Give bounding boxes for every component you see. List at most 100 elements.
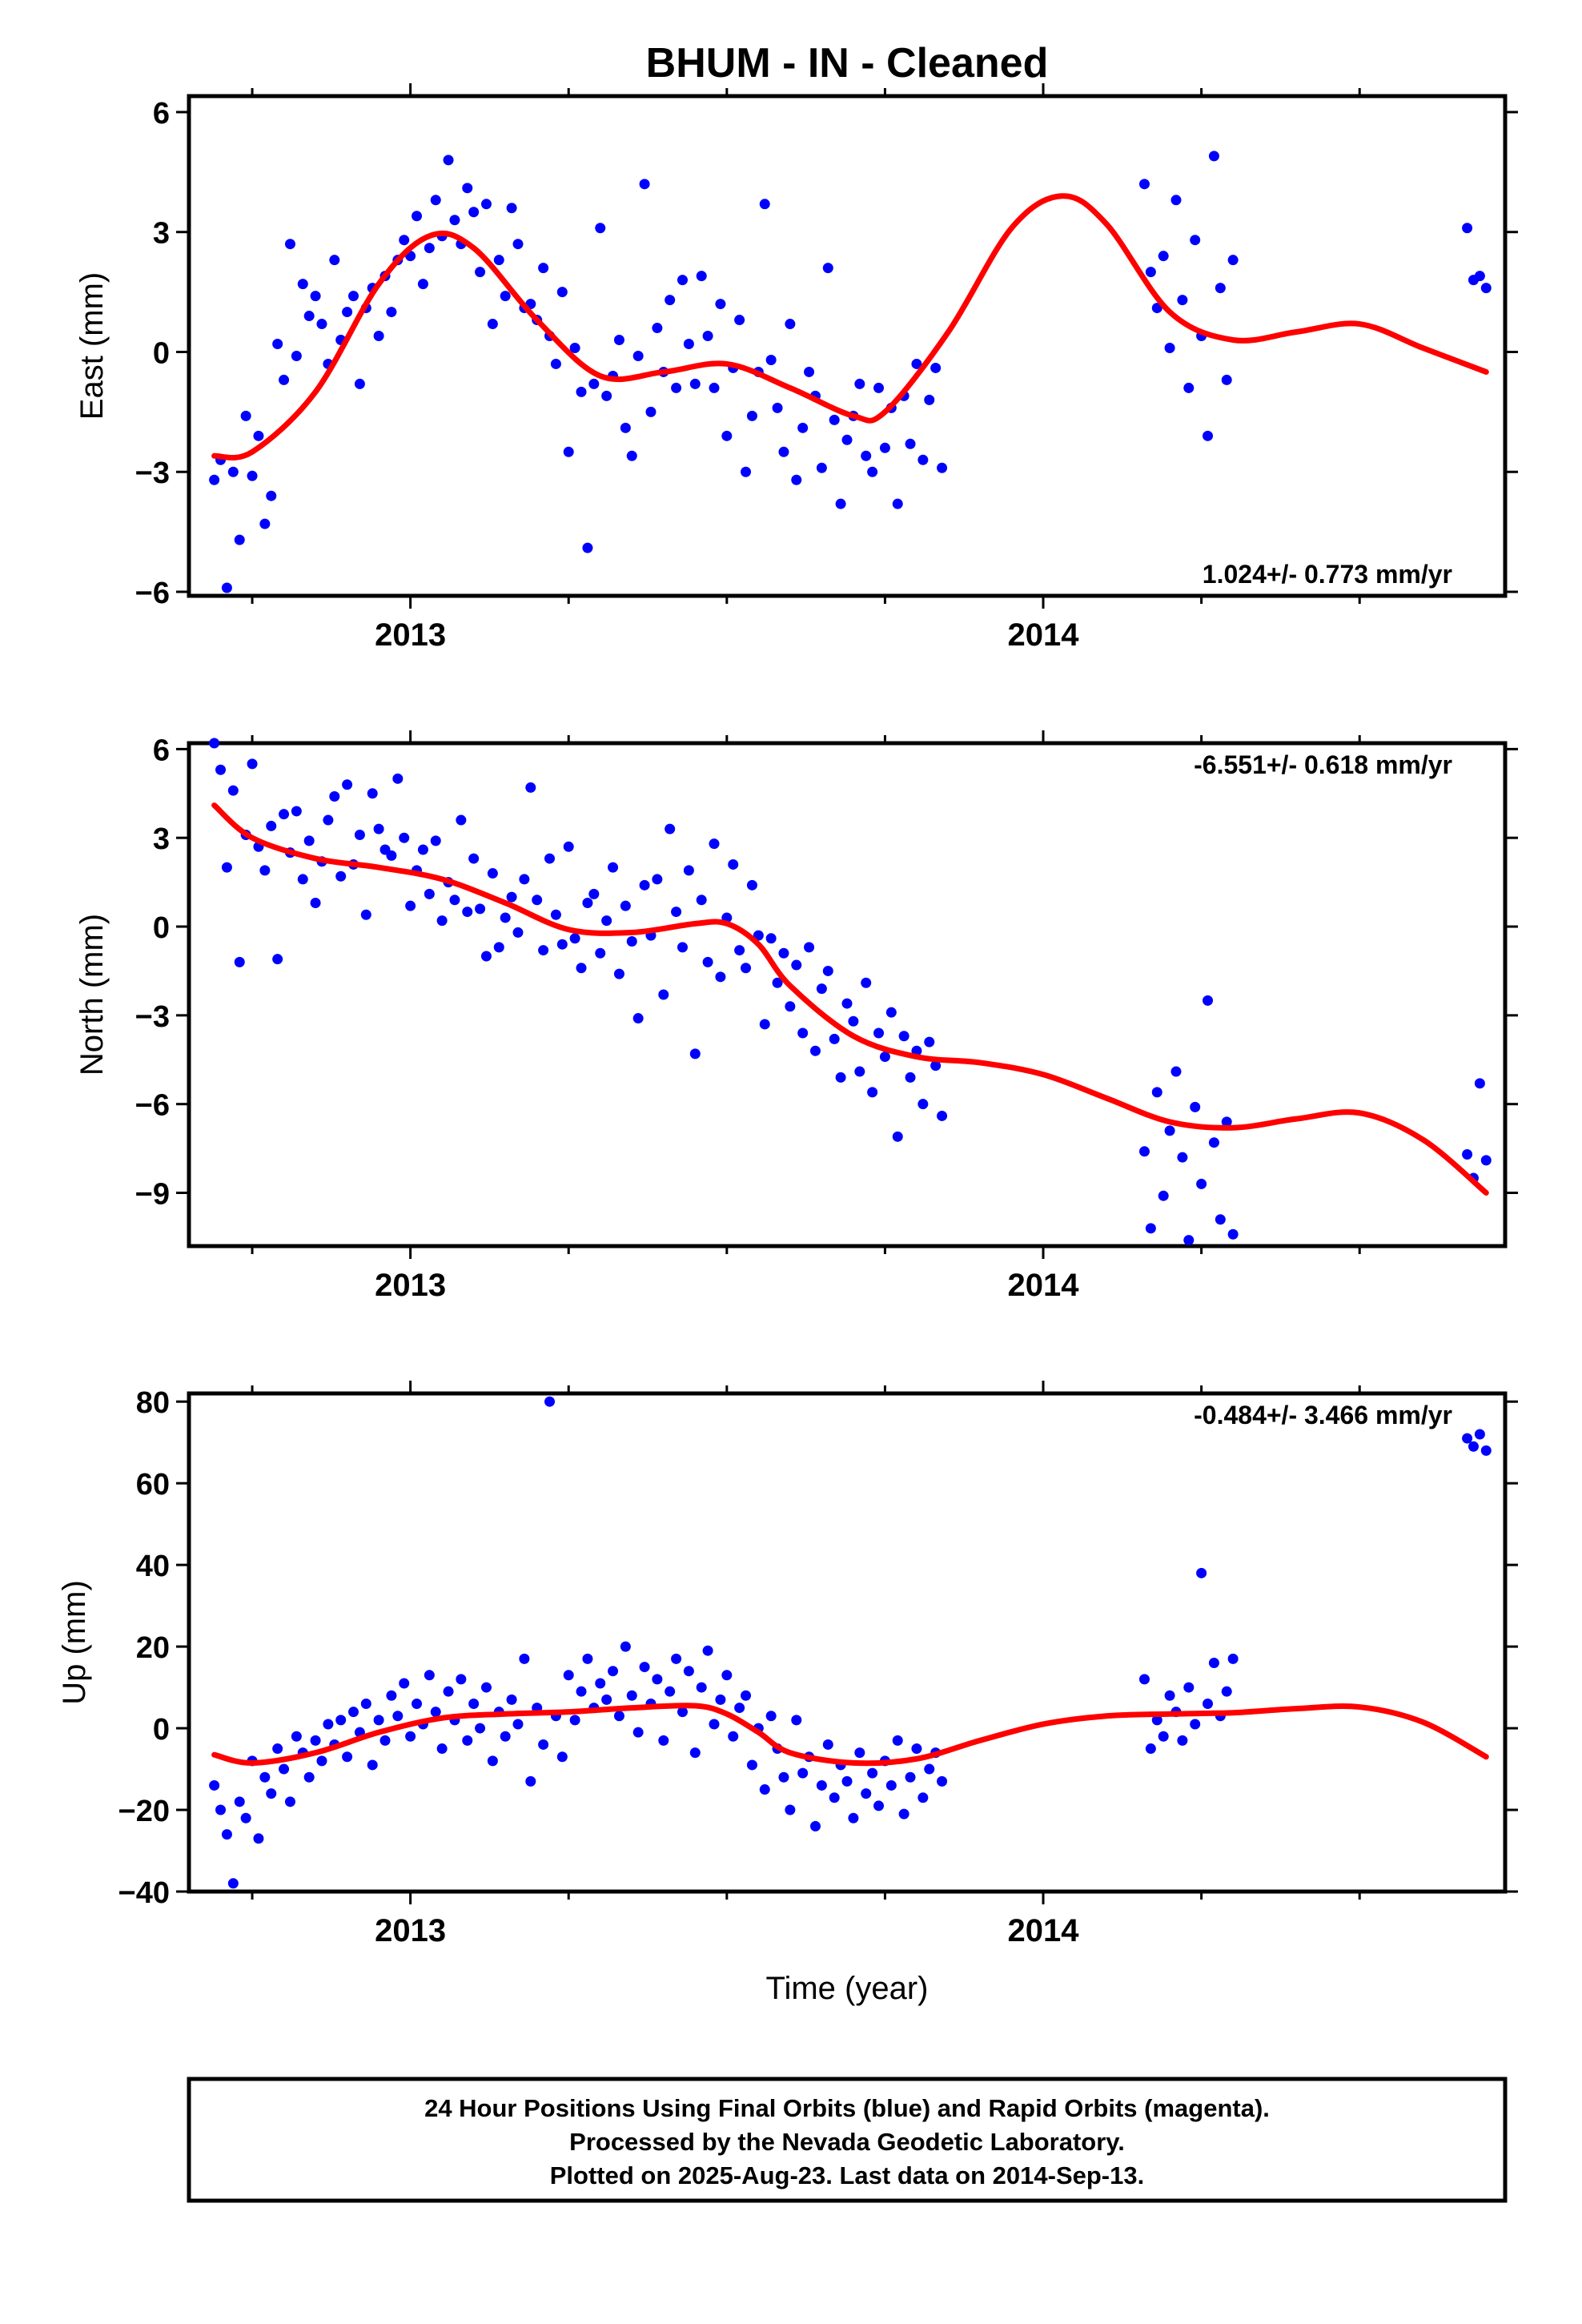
up-data-point [892, 1735, 903, 1746]
east-data-point [221, 582, 232, 593]
up-data-point [809, 1820, 821, 1831]
east-data-point [835, 498, 846, 509]
panel-up: 2013 2014 80 60 40 20 0 −20 −40 Up (mm) -0.484+/- … [57, 1381, 1518, 1948]
north-data-point [354, 830, 365, 841]
north-data-point [804, 942, 815, 953]
north-data-point [569, 933, 580, 944]
north-data-point [462, 907, 473, 918]
north-data-point [772, 977, 783, 988]
north-data-point [1208, 1137, 1219, 1148]
up-data-point [303, 1771, 315, 1783]
east-data-point [867, 466, 878, 477]
north-data-point [835, 1072, 846, 1083]
north-data-point [696, 895, 707, 906]
up-data-point [601, 1694, 612, 1705]
up-data-point [386, 1690, 397, 1701]
up-data-point [412, 1698, 423, 1709]
up-data-point [1196, 1567, 1207, 1578]
north-data-point [373, 823, 384, 834]
east-data-point [683, 339, 694, 350]
up-data-point [480, 1682, 492, 1693]
up-data-point [462, 1735, 473, 1746]
north-data-point [272, 954, 283, 965]
up-data-point [500, 1731, 511, 1742]
east-data-point [759, 199, 770, 210]
east-data-point [1203, 430, 1214, 441]
north-data-point [829, 1033, 840, 1044]
north-data-point [683, 865, 694, 876]
east-data-point [1170, 195, 1182, 206]
north-data-point [759, 1019, 770, 1030]
north-data-point [303, 835, 315, 846]
up-data-point [582, 1653, 593, 1664]
north-data-point [1145, 1223, 1156, 1234]
up-y-tick-label: −20 [118, 1795, 170, 1828]
north-data-point [854, 1066, 865, 1077]
up-data-point [468, 1698, 480, 1709]
north-data-point [608, 862, 619, 873]
east-rate-annotation: 1.024+/- 0.773 mm/yr [1203, 560, 1452, 589]
east-data-point [297, 279, 308, 290]
east-x-tick-label: 2014 [1008, 617, 1080, 653]
east-data-point [1208, 151, 1219, 162]
north-data-point [632, 1013, 644, 1024]
east-data-point [734, 315, 745, 326]
north-data-point [532, 895, 543, 906]
east-data-point [677, 275, 688, 286]
up-data-point [1480, 1445, 1492, 1456]
east-data-point [917, 454, 929, 465]
up-data-point [746, 1759, 757, 1771]
east-data-point [354, 378, 365, 389]
north-data-point [848, 1015, 859, 1027]
east-data-point [348, 291, 359, 302]
east-data-point [1138, 179, 1150, 190]
footer-box: 24 Hour Positions Using Final Orbits (bl… [187, 2077, 1508, 2203]
up-data-point [785, 1804, 796, 1815]
east-data-point [576, 386, 587, 397]
up-rate-annotation: -0.484+/- 3.466 mm/yr [1194, 1401, 1452, 1429]
east-data-point [601, 390, 612, 401]
north-data-point [822, 965, 833, 976]
panel-east: 2013 2014 6 3 0 −3 −6 East (mm) 1.024+/- 0.773 m… [74, 83, 1518, 653]
north-data-point [500, 912, 511, 923]
up-data-point [284, 1796, 295, 1807]
up-data-point [778, 1771, 789, 1783]
east-x-tick-label: 2013 [375, 617, 446, 653]
up-data-point [626, 1690, 637, 1701]
east-data-point [645, 406, 656, 417]
up-data-point [215, 1804, 227, 1815]
east-data-point [493, 255, 504, 266]
north-data-point [323, 814, 334, 826]
up-data-point [1208, 1657, 1219, 1668]
up-data-point [608, 1666, 619, 1677]
up-data-point [885, 1779, 897, 1791]
north-data-point [221, 862, 232, 873]
east-data-point [861, 450, 872, 461]
north-data-point [266, 820, 277, 831]
north-data-point [259, 865, 271, 876]
east-data-point [1183, 382, 1195, 393]
north-data-point [487, 868, 498, 879]
up-data-point [310, 1735, 321, 1746]
east-data-point [266, 490, 277, 501]
east-data-point [905, 438, 916, 449]
north-data-point [456, 814, 467, 826]
north-data-point [1480, 1155, 1492, 1166]
east-data-point [316, 319, 327, 330]
footer-line-2: Processed by the Nevada Geodetic Laborat… [569, 2128, 1125, 2156]
east-data-point [772, 402, 783, 413]
north-data-point [734, 945, 745, 956]
up-data-point [917, 1792, 929, 1803]
up-data-point [734, 1703, 745, 1714]
up-data-point [861, 1788, 872, 1799]
east-data-point [480, 199, 492, 210]
north-data-point [291, 806, 302, 817]
north-data-point [1151, 1087, 1162, 1098]
east-data-point [911, 358, 922, 369]
east-data-point [462, 183, 473, 194]
north-data-point [550, 909, 561, 920]
up-data-point [841, 1775, 853, 1787]
east-data-point [475, 267, 486, 278]
up-data-point [671, 1653, 682, 1664]
